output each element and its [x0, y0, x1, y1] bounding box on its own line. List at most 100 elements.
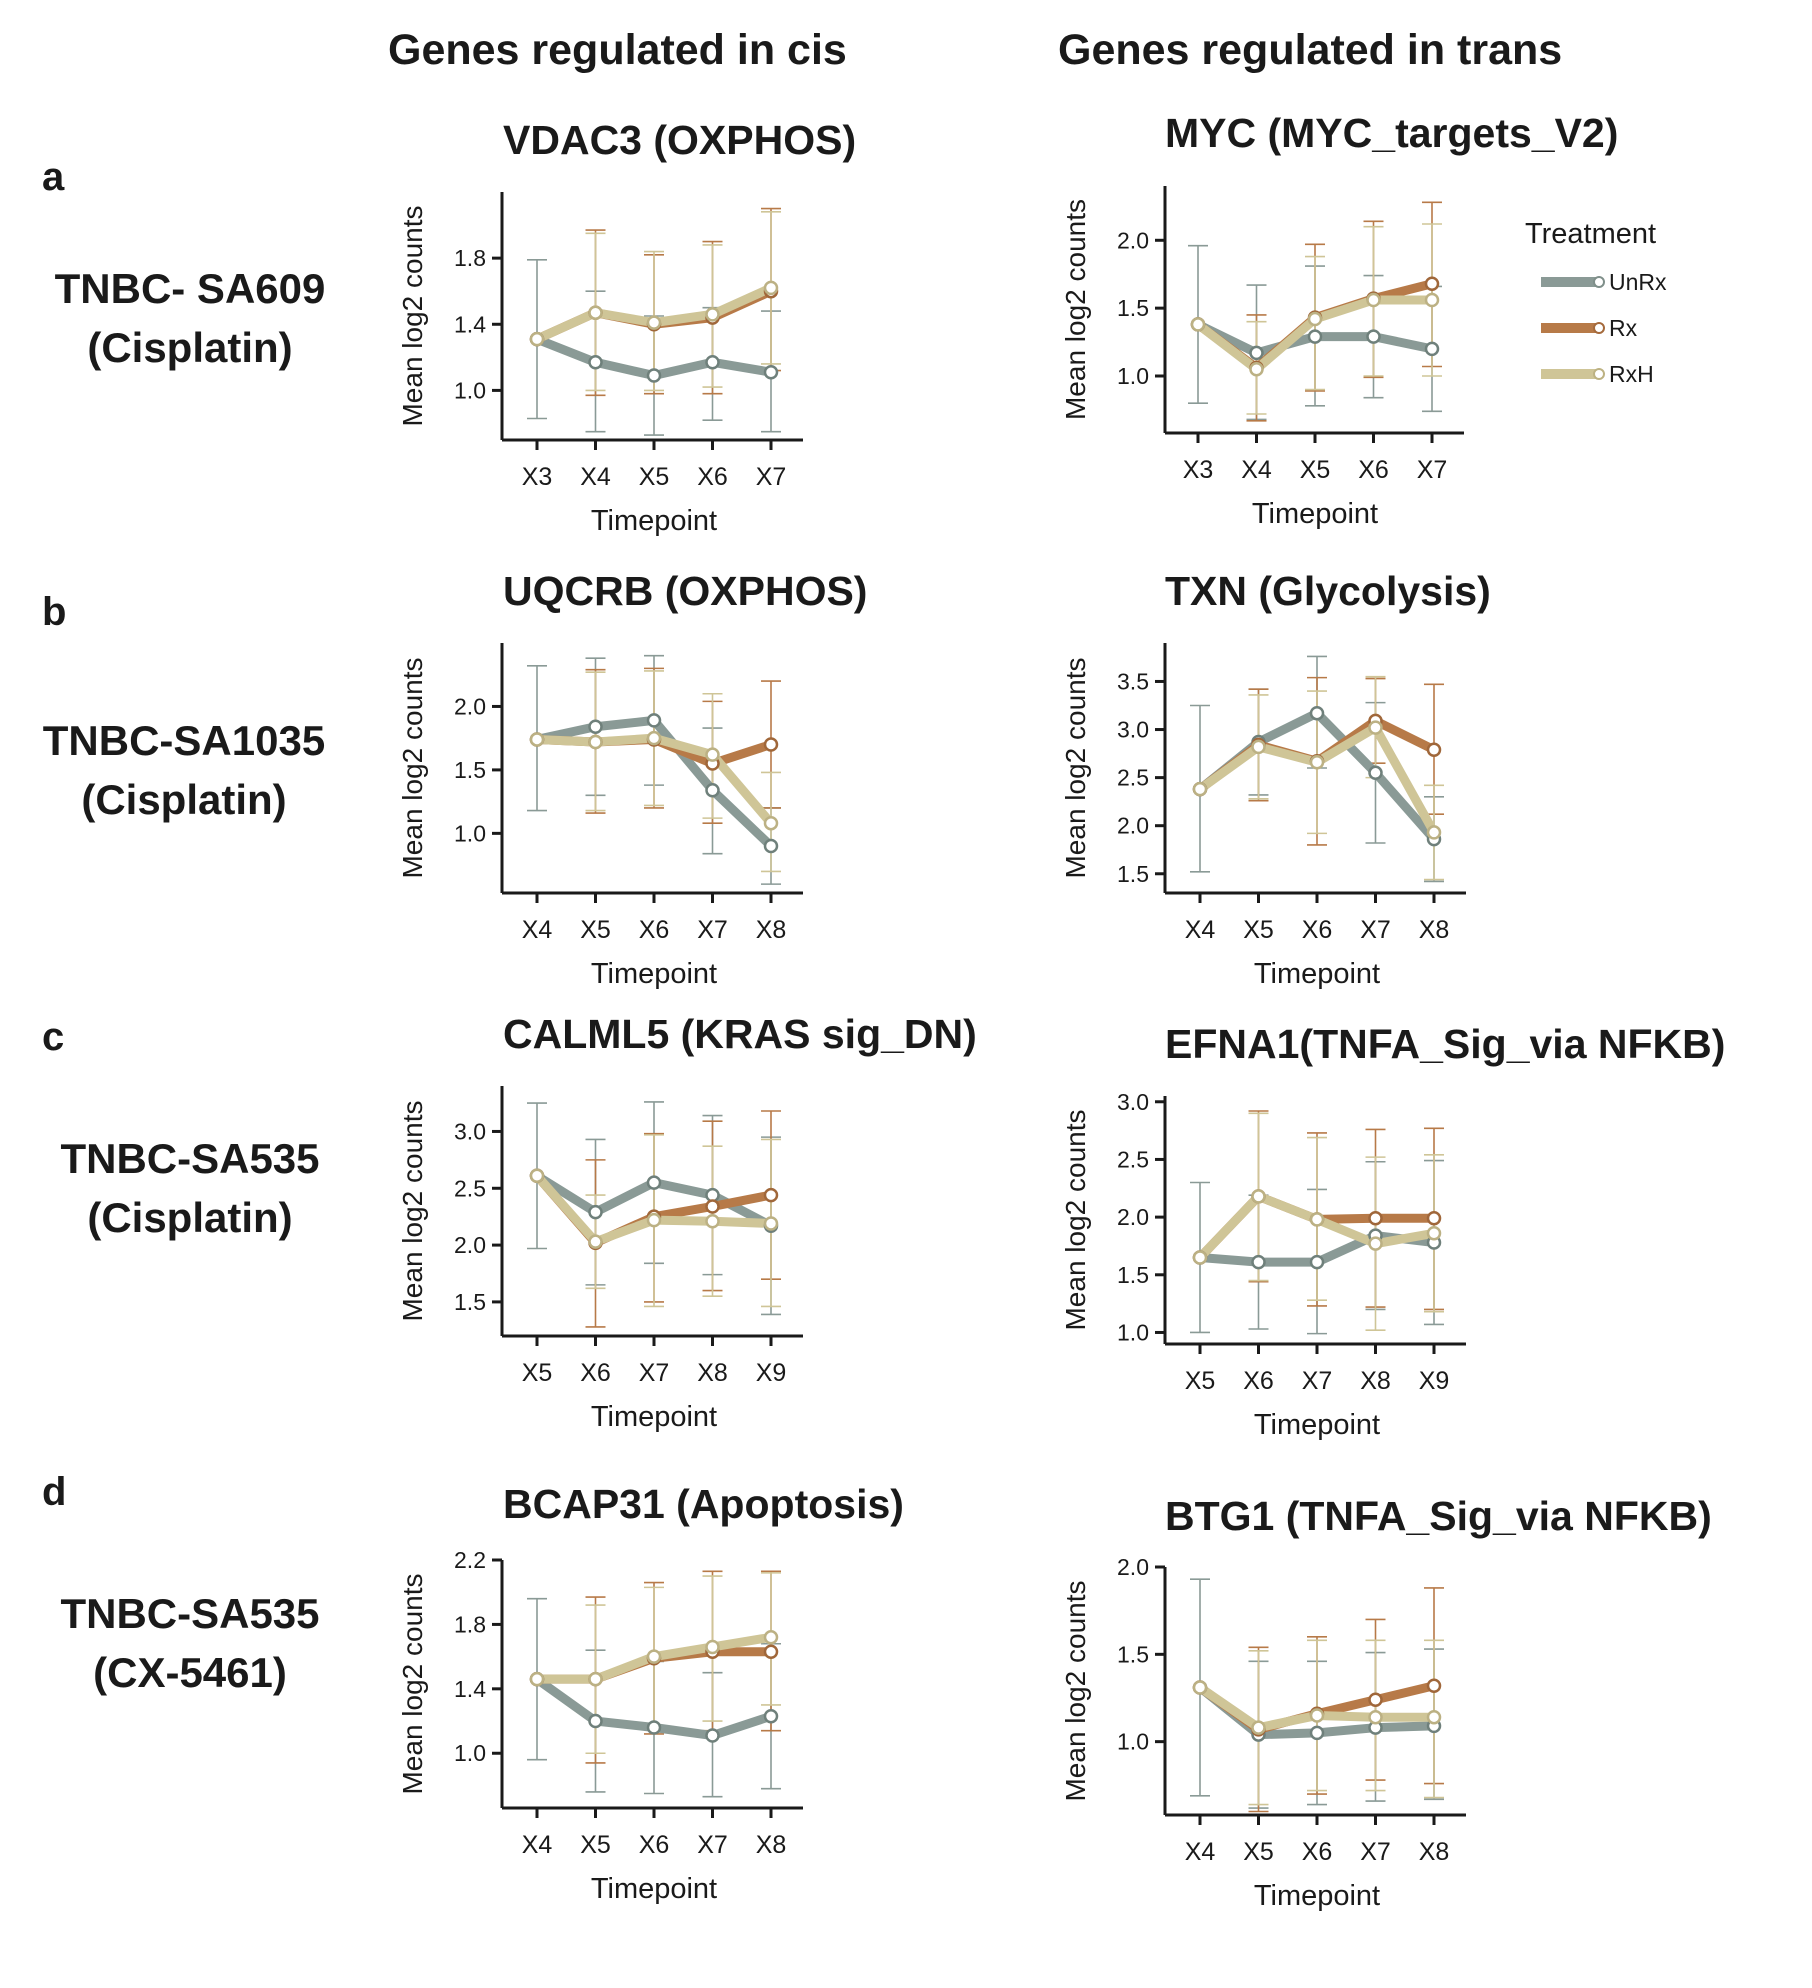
data-point-unrx: [646, 1175, 662, 1190]
data-point-rxh: [1368, 720, 1383, 735]
y-tick-label: 3.0: [454, 1118, 486, 1144]
x-axis-label: Timepoint: [1254, 1409, 1380, 1441]
x-tick-label: X4: [1241, 456, 1272, 484]
x-tick-label: X5: [1300, 456, 1331, 484]
y-axis-label: Mean log2 counts: [397, 657, 428, 878]
y-tick-label: 2.5: [454, 1175, 486, 1201]
x-tick-label: X9: [756, 1359, 787, 1387]
y-axis-label: Mean log2 counts: [1060, 1109, 1091, 1330]
x-tick-label: X5: [1243, 1838, 1274, 1866]
x-tick-label: X4: [522, 1831, 553, 1859]
y-tick-label: 2.0: [1117, 227, 1149, 253]
data-point-rx: [705, 1199, 720, 1214]
data-point-rxh: [705, 1639, 720, 1655]
y-tick-label: 3.0: [1117, 1089, 1149, 1115]
x-tick-label: X8: [1360, 1367, 1391, 1395]
x-axis-label: Timepoint: [1254, 1880, 1380, 1912]
chart-title: TXN (Glycolysis): [1165, 568, 1491, 614]
data-point-rxh: [705, 1213, 720, 1229]
data-point-rxh: [588, 734, 603, 750]
data-point-rxh: [1251, 1189, 1266, 1204]
y-axis-label: Mean log2 counts: [397, 205, 428, 426]
data-point-unrx: [763, 838, 779, 854]
data-point-unrx: [1368, 765, 1383, 781]
legend-label-rx: Rx: [1609, 314, 1638, 341]
data-point-rx: [1424, 276, 1440, 291]
x-tick-label: X6: [580, 1359, 611, 1387]
row-label-c-line2: (Cisplatin): [87, 1193, 293, 1241]
data-point-rxh: [1192, 781, 1208, 797]
row-label-c-line1: TNBC-SA535: [60, 1135, 320, 1182]
legend-title: Treatment: [1525, 218, 1657, 250]
data-point-unrx: [705, 355, 720, 370]
y-axis-label: Mean log2 counts: [1060, 1580, 1091, 1801]
chart-panel-6: EFNA1(TNFA_Sig_via NFKB) 1.0 1.5 2.0 2.5 3.0 X…: [1060, 1021, 1725, 1441]
y-tick-label: 1.8: [454, 245, 486, 271]
data-point-rxh: [588, 1234, 603, 1249]
y-axis-label: Mean log2 counts: [1060, 199, 1091, 420]
x-tick-label: X5: [639, 463, 670, 491]
data-point-rxh: [646, 315, 662, 330]
x-tick-label: X5: [522, 1359, 553, 1387]
data-point-rxh: [705, 307, 720, 322]
data-point-rxh: [1249, 361, 1264, 377]
legend-label-unrx: UnRx: [1609, 268, 1667, 295]
y-tick-label: 1.0: [454, 377, 486, 403]
data-point-rxh: [529, 1671, 545, 1687]
x-tick-label: X7: [1360, 916, 1391, 944]
legend-item-rx: Rx: [1525, 305, 1667, 351]
column-header-cis: Genes regulated in cis: [388, 26, 847, 74]
data-point-rxh: [1309, 754, 1325, 770]
data-point-rxh: [1426, 825, 1442, 840]
data-point-unrx: [588, 1713, 603, 1729]
chart-panel-3: UQCRB (OXPHOS) 1.0 1.5 2.0 X4 X5 X6 X7 X8 Timepoi…: [397, 568, 867, 990]
y-tick-label: 2.0: [1117, 813, 1149, 839]
x-tick-label: X4: [1185, 916, 1216, 944]
chart-title: CALML5 (KRAS sig_DN): [503, 1011, 977, 1057]
data-point-rxh: [705, 747, 720, 762]
y-tick-label: 1.4: [454, 1676, 486, 1702]
x-tick-label: X7: [756, 463, 787, 491]
y-tick-label: 1.0: [1117, 1319, 1149, 1345]
data-point-rx: [763, 1644, 779, 1660]
data-point-unrx: [1309, 1725, 1325, 1741]
x-axis-label: Timepoint: [1254, 958, 1380, 990]
chart-title: MYC (MYC_targets_V2): [1165, 110, 1618, 156]
data-point-rx: [1426, 742, 1442, 757]
data-point-rx: [1368, 1211, 1383, 1226]
data-point-rx: [763, 737, 779, 752]
data-point-rxh: [588, 305, 603, 320]
data-point-rxh: [1251, 739, 1266, 755]
legend-item-unrx: UnRx: [1525, 259, 1667, 305]
data-point-unrx: [646, 368, 662, 383]
x-tick-label: X6: [697, 463, 728, 491]
data-point-unrx: [1366, 329, 1381, 344]
row-letter-b: b: [42, 590, 67, 634]
data-point-rx: [763, 1187, 779, 1203]
data-point-rxh: [1424, 292, 1440, 308]
x-tick-label: X5: [1185, 1367, 1216, 1395]
x-tick-label: X6: [1243, 1367, 1274, 1395]
data-point-rxh: [1251, 1720, 1266, 1735]
data-point-unrx: [763, 364, 779, 380]
y-tick-label: 1.8: [454, 1611, 486, 1637]
data-point-rxh: [763, 280, 779, 296]
column-header-trans: Genes regulated in trans: [1058, 26, 1563, 74]
data-point-unrx: [1249, 345, 1264, 361]
chart-panel-5: CALML5 (KRAS sig_DN) 1.5 2.0 2.5 3.0 X5 X6 X7 X8…: [397, 1011, 977, 1433]
data-point-unrx: [705, 782, 720, 798]
chart-panel-1: VDAC3 (OXPHOS) 1.0 1.4 1.8 X3 X4 X5 X6 X7 Timepoi…: [397, 117, 856, 537]
legend-swatch-rxh: [1541, 368, 1605, 380]
y-tick-label: 1.5: [1117, 1262, 1149, 1288]
y-tick-label: 1.5: [454, 757, 486, 783]
row-label-c: TNBC-SA535 (Cisplatin): [0, 1130, 380, 1248]
chart-title: VDAC3 (OXPHOS): [503, 117, 856, 163]
y-axis-label: Mean log2 counts: [397, 1573, 428, 1794]
legend: Treatment UnRx Rx RxH: [1525, 218, 1667, 397]
y-tick-label: 1.5: [454, 1289, 486, 1315]
x-axis-label: Timepoint: [591, 505, 717, 537]
x-tick-label: X7: [1360, 1838, 1391, 1866]
legend-swatch-rx: [1541, 322, 1605, 334]
y-tick-label: 3.0: [1117, 717, 1149, 743]
x-tick-label: X9: [1419, 1367, 1450, 1395]
